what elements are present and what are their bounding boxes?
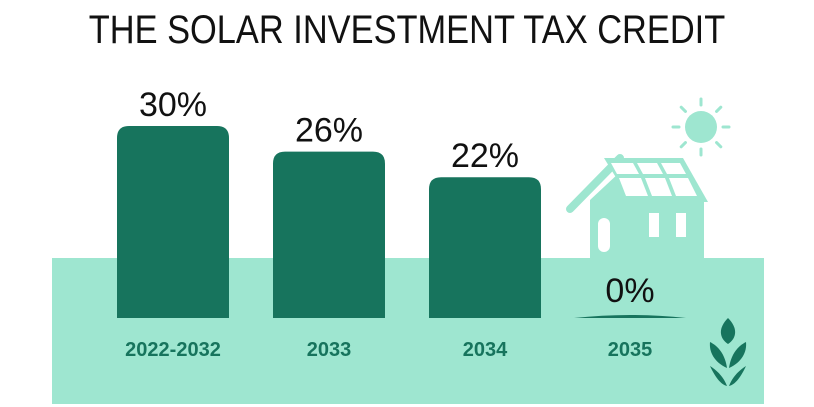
- sun-ray: [715, 141, 723, 149]
- chart-title: THE SOLAR INVESTMENT TAX CREDIT: [88, 8, 726, 52]
- sun-ray: [679, 105, 687, 113]
- solar-panel-icon: [604, 158, 708, 202]
- category-label: 2034: [463, 339, 508, 361]
- house-icon: [566, 154, 708, 258]
- sun-ray: [679, 141, 687, 149]
- value-label: 26%: [295, 112, 363, 150]
- sun-icon: [671, 97, 731, 157]
- value-label: 0%: [605, 272, 654, 310]
- leaf-logo-icon: [709, 318, 747, 386]
- category-label: 2022-2032: [125, 339, 221, 361]
- category-label: 2033: [307, 339, 352, 361]
- bar-2034: [429, 177, 541, 318]
- sun-ray: [715, 105, 723, 113]
- bar-2022-2032: [117, 126, 229, 318]
- value-label: 30%: [139, 86, 207, 124]
- value-label: 22%: [451, 137, 519, 175]
- bar-2033: [273, 151, 385, 318]
- bar-2035: [574, 315, 686, 318]
- category-label: 2035: [608, 339, 653, 361]
